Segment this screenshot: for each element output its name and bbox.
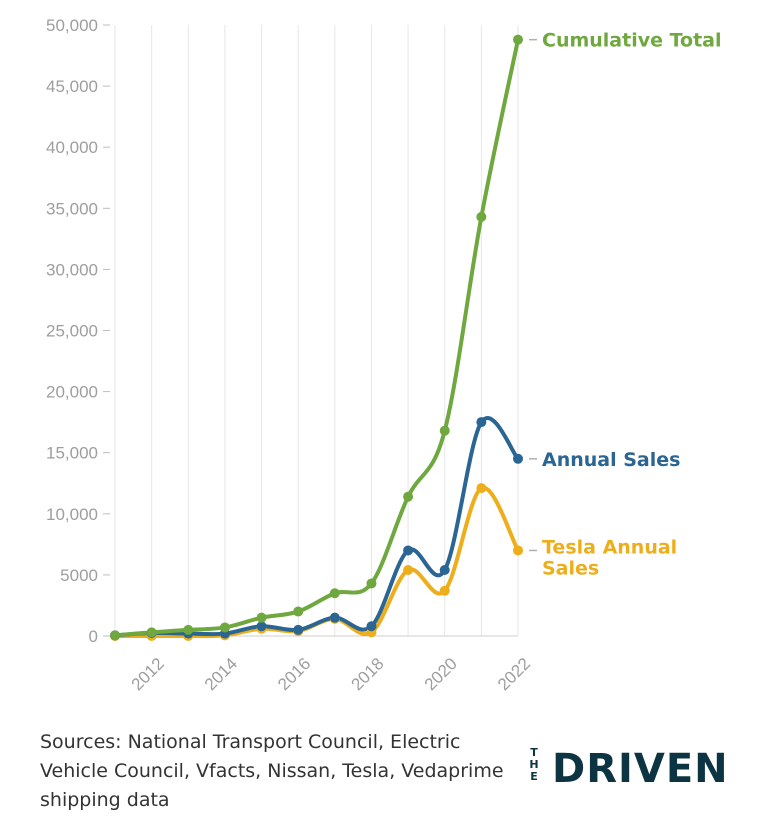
x-tick-label: 2012: [128, 654, 168, 694]
series-lines: [113, 37, 520, 639]
data-point: [439, 565, 450, 576]
y-tick-label: 10,000: [46, 505, 98, 524]
data-point: [293, 624, 304, 635]
source-note: Sources: National Transport Council, Ele…: [40, 731, 504, 811]
brand-name: DRIVEN: [552, 746, 729, 792]
data-point: [439, 425, 450, 436]
data-point: [329, 588, 340, 599]
data-point: [513, 34, 523, 45]
brand-small-letter: E: [530, 770, 538, 783]
x-tick-label: 2022: [494, 654, 534, 694]
series-labels: Cumulative Total Annual Sales Tesla Annual…: [529, 30, 722, 579]
data-point: [366, 578, 377, 589]
y-tick-label: 25,000: [46, 322, 98, 341]
series-label-line: Tesla Annual: [542, 536, 677, 558]
data-point: [403, 565, 414, 576]
data-point: [403, 545, 414, 556]
y-tick-label: 45,000: [46, 77, 98, 96]
x-tick-label: 2020: [421, 654, 461, 694]
data-point: [476, 211, 487, 222]
data-point: [329, 612, 340, 623]
y-tick-label: 20,000: [46, 383, 98, 402]
brand-small-letters: THE: [529, 746, 538, 783]
data-point: [256, 612, 267, 623]
brand-small-letter: H: [529, 758, 538, 771]
data-point: [219, 622, 230, 633]
driven-logo: THE DRIVEN: [529, 746, 729, 792]
data-point: [476, 417, 487, 428]
x-axis: 2012 2014 2016 2018 2020 2022: [128, 654, 535, 694]
x-tick-label: 2018: [347, 654, 387, 694]
grid: [114, 25, 519, 637]
y-tick-label: 50,000: [46, 16, 98, 35]
y-axis: 0 5000 10,000 15,000 20,000 25,000 30,000 35,00…: [46, 16, 110, 646]
data-point: [476, 483, 487, 494]
data-point: [146, 627, 157, 638]
y-tick-label: 35,000: [46, 199, 98, 218]
series-label: Cumulative Total: [542, 30, 722, 52]
line-chart: 0 5000 10,000 15,000 20,000 25,000 30,000 35,00…: [46, 16, 722, 694]
series-label: Tesla Annual Sales: [542, 536, 677, 579]
x-tick-label: 2016: [274, 654, 314, 694]
y-tick-label: 40,000: [46, 138, 98, 157]
brand-small-letter: T: [530, 746, 538, 759]
data-point: [293, 606, 304, 617]
y-tick-label: 15,000: [46, 444, 98, 463]
data-point: [403, 491, 414, 502]
data-point: [513, 453, 523, 464]
data-point: [513, 545, 523, 556]
series-label: Annual Sales: [542, 449, 680, 471]
y-tick-label: 0: [89, 627, 98, 646]
data-point: [183, 624, 194, 635]
x-tick-label: 2014: [201, 654, 241, 694]
series-line-0: [113, 37, 520, 638]
series-label-line: Sales: [542, 557, 599, 579]
series-line-2: [113, 485, 520, 639]
data-point: [110, 630, 120, 641]
data-point: [256, 621, 267, 632]
data-point: [439, 585, 450, 596]
y-tick-label: 5000: [60, 566, 98, 585]
data-point: [366, 621, 377, 632]
series-points: [110, 34, 523, 641]
y-tick-label: 30,000: [46, 260, 98, 279]
